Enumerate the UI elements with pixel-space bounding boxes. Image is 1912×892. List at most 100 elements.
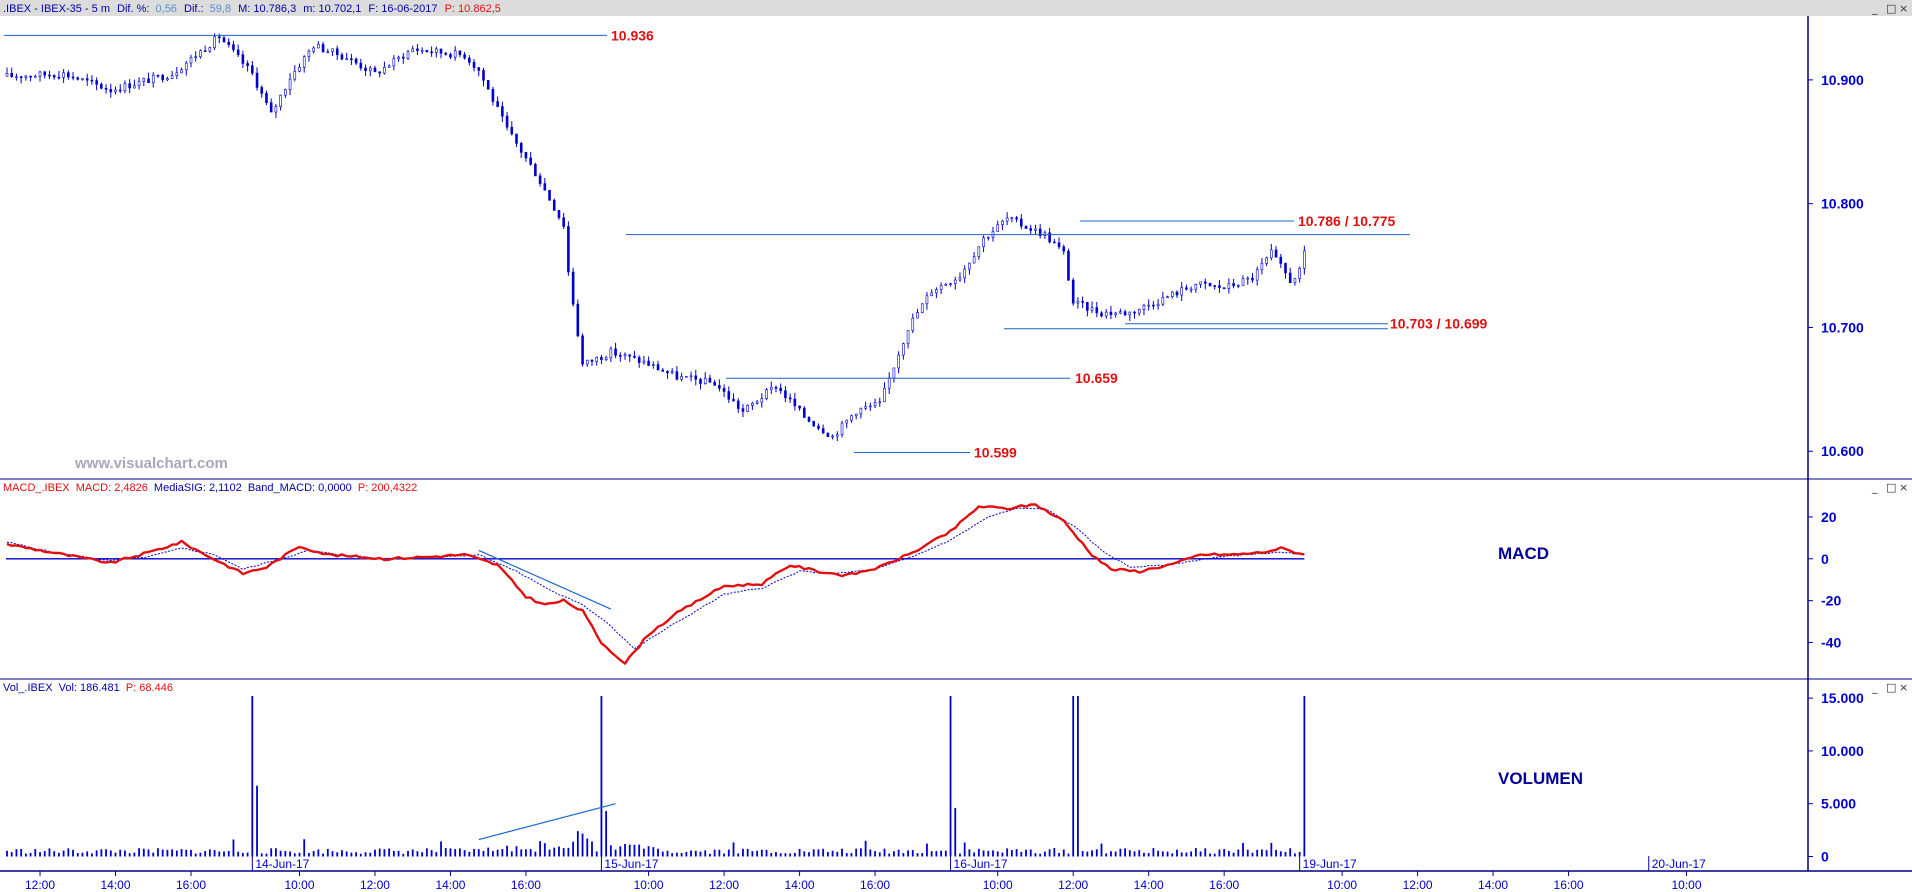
volume-bar	[572, 841, 575, 857]
price-candle	[892, 367, 896, 383]
candle-body	[1086, 302, 1089, 311]
volume-bar	[520, 849, 523, 857]
price-candle	[1090, 301, 1094, 314]
volume-bar	[963, 842, 966, 857]
volume-minimize-button[interactable]: _	[1871, 681, 1878, 694]
volume-maximize-button[interactable]: □	[1886, 681, 1896, 694]
candle-body	[439, 48, 443, 54]
candle-body	[156, 74, 160, 77]
candle-body	[652, 364, 655, 366]
volume-bar	[275, 848, 277, 857]
candle-body	[114, 89, 117, 93]
volume-bar	[218, 851, 221, 857]
candle-body	[977, 246, 981, 257]
price-candle	[1137, 308, 1141, 316]
price-candle	[1010, 216, 1014, 223]
x-date-label: 19-Jun-17	[1303, 857, 1357, 871]
price-maximize-button[interactable]: □	[1886, 2, 1896, 15]
candle-body	[222, 37, 226, 43]
candle-body	[765, 389, 768, 399]
volume-bar	[1119, 848, 1122, 857]
price-candle	[628, 354, 632, 362]
volume-bar	[213, 850, 216, 857]
x-time-label: 12:00	[25, 878, 55, 892]
price-candle	[741, 404, 745, 418]
volume-bar	[194, 853, 197, 857]
volume-bar	[350, 852, 353, 857]
candle-body	[515, 133, 518, 144]
macd-y-tick-label: -20	[1821, 593, 1841, 609]
price-candle	[1246, 276, 1250, 285]
price-candle	[463, 51, 466, 60]
price-candle	[1104, 309, 1108, 319]
candle-body	[529, 157, 532, 165]
price-level: 10.703 / 10.699	[1004, 316, 1488, 332]
price-candle	[378, 71, 381, 78]
price-candle	[1185, 284, 1188, 291]
volume-bar	[742, 848, 744, 857]
volume-bar	[1261, 849, 1263, 857]
candle-body	[48, 74, 51, 77]
price-close-button[interactable]: ×	[1899, 2, 1908, 15]
volume-bar	[1294, 853, 1296, 857]
price-candle	[1133, 310, 1136, 319]
macd-maximize-button[interactable]: □	[1886, 481, 1896, 494]
price-minimize-button[interactable]: _	[1871, 2, 1878, 15]
price-candle	[118, 84, 122, 94]
volume-close-button[interactable]: ×	[1899, 681, 1908, 694]
macd-signal-line	[6, 507, 1305, 650]
price-candle	[265, 90, 268, 106]
price-candle	[52, 74, 56, 80]
candle-body	[1251, 277, 1254, 281]
macd-close-button[interactable]: ×	[1899, 481, 1908, 494]
price-candle	[1109, 305, 1113, 320]
candle-body	[85, 78, 89, 81]
volume-bar	[609, 845, 612, 857]
candle-body	[925, 295, 929, 305]
volume-bar	[1279, 851, 1282, 857]
candle-body	[883, 387, 886, 403]
candle-body	[1213, 285, 1217, 287]
candle-body	[383, 66, 386, 74]
candle-body	[505, 115, 509, 128]
macd-minimize-button[interactable]: _	[1871, 481, 1878, 494]
price-candle	[1265, 256, 1268, 267]
volume-bar	[525, 849, 527, 857]
price-candle	[439, 48, 443, 59]
volume-bar	[152, 852, 155, 857]
price-candle	[406, 49, 410, 61]
price-candle	[1189, 286, 1193, 294]
x-time-label: 16:00	[860, 878, 890, 892]
volume-bar	[246, 852, 249, 857]
volume-bar	[760, 849, 763, 857]
candle-body	[340, 54, 344, 60]
volume-bar	[921, 853, 924, 857]
volume-bar	[779, 853, 782, 857]
candle-body	[543, 183, 547, 191]
candle-body	[166, 78, 169, 81]
volume-bar	[336, 852, 339, 857]
candle-body	[109, 89, 113, 93]
volume-bar	[270, 848, 273, 857]
volume-bar	[506, 845, 508, 857]
volume-bar	[1058, 852, 1060, 857]
volume-bar	[237, 851, 240, 857]
candle-body	[935, 289, 938, 294]
price-candle	[340, 52, 344, 61]
candle-body	[519, 143, 523, 153]
price-candle	[736, 398, 740, 413]
candle-body	[1237, 284, 1240, 287]
volume-panel-buttons: _ □ ×	[1871, 681, 1908, 694]
volume-bar	[458, 848, 461, 857]
volume-bar	[1043, 851, 1046, 857]
volume-bar	[709, 853, 711, 857]
macd-legend-name: MACD_.IBEX	[3, 482, 70, 494]
price-candle	[1170, 290, 1174, 299]
candle-body	[1152, 304, 1155, 307]
candle-body	[1109, 311, 1113, 315]
candle-body	[562, 217, 565, 227]
volume-bar	[642, 848, 645, 857]
price-candle	[963, 265, 966, 283]
price-candle	[482, 67, 485, 87]
